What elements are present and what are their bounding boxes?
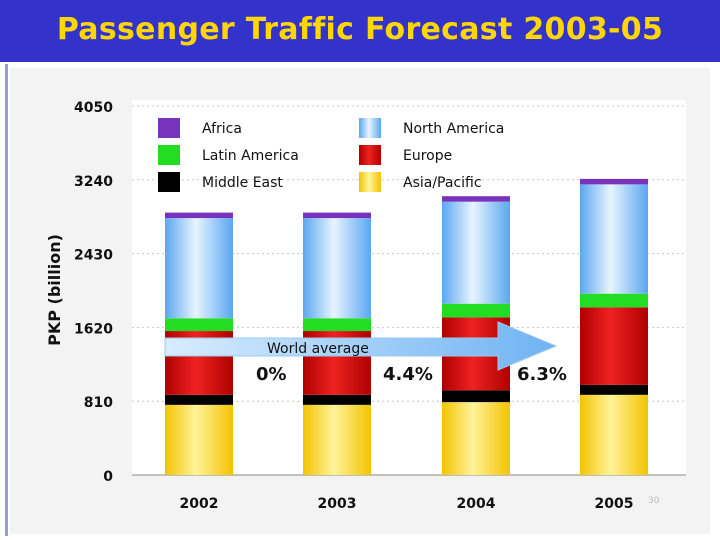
growth-rate-2005: 6.3% [517,364,567,385]
bar-segment-asia-pacific-2002 [165,404,233,475]
bar-segment-middle-east-2004 [442,390,510,403]
y-tick-label: 2430 [74,248,113,264]
bar-segment-latin-america-2002 [165,318,233,332]
y-axis-label: PKP (billion) [45,234,64,346]
x-tick-label: 2005 [595,496,634,512]
legend-swatch [158,118,180,138]
legend-label: North America [403,121,504,137]
legend-swatch [359,172,381,192]
bar-segment-europe-2005 [580,307,648,385]
page-number: 30 [648,496,660,506]
content-frame [5,64,718,536]
bar-segment-north-america-2004 [442,201,510,304]
bar-segment-asia-pacific-2003 [303,404,371,475]
bar-segment-middle-east-2002 [165,394,233,405]
legend-swatch [359,118,381,138]
title-bar [0,0,720,62]
bar-segment-asia-pacific-2005 [580,394,648,475]
bar-segment-north-america-2002 [165,218,233,319]
legend-label: Middle East [202,175,283,191]
bar-segment-latin-america-2004 [442,303,510,318]
bar-segment-africa-2004 [442,196,510,202]
bar-segment-latin-america-2005 [580,293,648,308]
bar-segment-middle-east-2005 [580,384,648,395]
world-average-arrow [164,321,558,371]
x-tick-label: 2004 [457,496,496,512]
bar-segment-africa-2003 [303,212,371,219]
slide-title: Passenger Traffic Forecast 2003-05 [56,12,664,47]
bar-segment-africa-2002 [165,212,233,219]
growth-rate-2003: 0% [256,364,287,385]
bar-segment-north-america-2005 [580,184,648,294]
bar-segment-asia-pacific-2004 [442,402,510,475]
y-tick-label: 1620 [74,321,113,337]
legend-swatch [158,172,180,192]
legend-label: Europe [403,148,452,164]
bar-segment-middle-east-2003 [303,394,371,405]
legend-label: Africa [202,121,242,137]
bar-segment-africa-2005 [580,178,648,185]
y-tick-label: 4050 [74,100,113,116]
bar-segment-latin-america-2003 [303,318,371,332]
legend-swatch [359,145,381,165]
legend-label: Latin America [202,148,299,164]
y-tick-label: 0 [103,469,113,485]
x-tick-label: 2003 [318,496,357,512]
y-tick-label: 810 [84,395,113,411]
growth-rate-2004: 4.4% [383,364,433,385]
x-tick-label: 2002 [180,496,219,512]
legend-label: Asia/Pacific [403,175,482,191]
y-tick-label: 3240 [74,174,113,190]
legend-swatch [158,145,180,165]
world-average-label: World average [267,341,369,357]
bar-segment-north-america-2003 [303,218,371,319]
